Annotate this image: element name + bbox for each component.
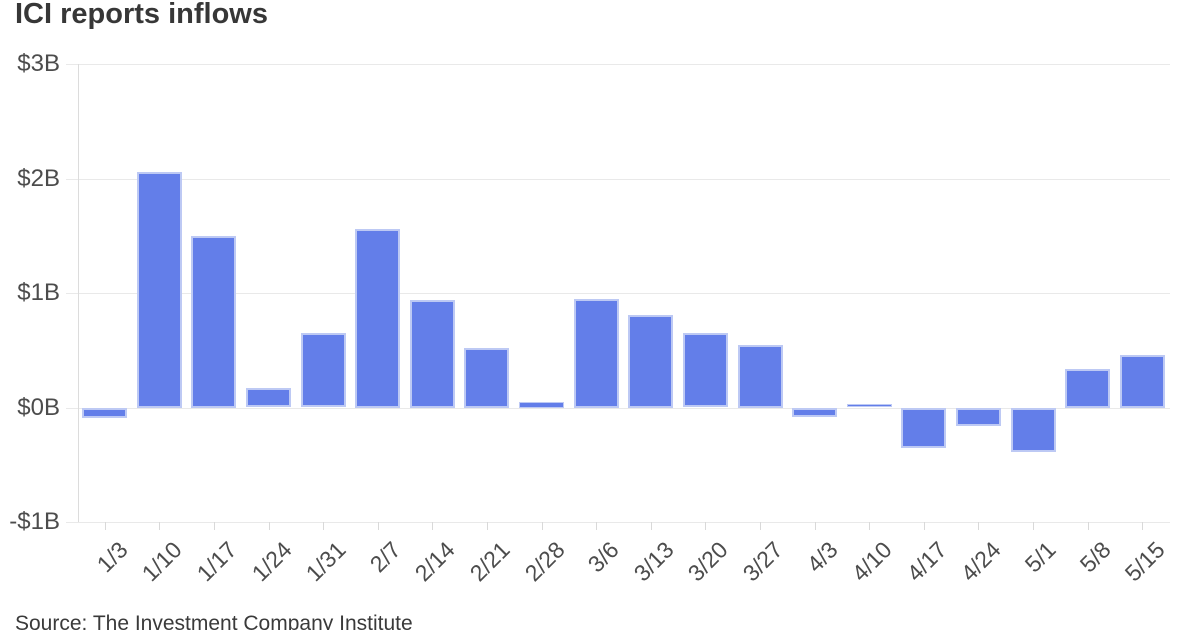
bar-3-6 — [574, 299, 619, 408]
bar-1-3 — [82, 408, 127, 418]
x-axis-tick — [105, 522, 106, 530]
x-axis-tick — [159, 522, 160, 530]
x-axis-tick — [869, 522, 870, 530]
y-tick-label: $1B — [17, 279, 60, 306]
x-axis-tick — [487, 522, 488, 530]
y-tick-label: -$1B — [9, 508, 60, 535]
source-note: Source: The Investment Company Institute — [15, 612, 413, 630]
bar-4-24 — [956, 408, 1001, 426]
bar-3-13 — [628, 315, 673, 408]
grid-line — [66, 522, 1170, 523]
x-axis-tick — [596, 522, 597, 530]
bar-1-31 — [301, 333, 346, 407]
x-axis-tick — [269, 522, 270, 530]
x-axis-tick — [760, 522, 761, 530]
bar-1-24 — [246, 388, 291, 407]
x-axis-tick — [705, 522, 706, 530]
x-axis-tick — [924, 522, 925, 530]
bar-5-1 — [1011, 408, 1056, 452]
x-axis-tick — [323, 522, 324, 530]
x-axis-tick — [214, 522, 215, 530]
bar-2-7 — [355, 229, 400, 408]
y-tick-label: $0B — [17, 394, 60, 421]
bar-3-27 — [738, 345, 783, 408]
bar-4-17 — [901, 408, 946, 448]
bar-2-14 — [410, 300, 455, 408]
grid-line — [66, 64, 1170, 65]
x-axis-tick — [978, 522, 979, 530]
chart-title: ICI reports inflows — [15, 0, 268, 30]
bar-5-8 — [1065, 369, 1110, 408]
bar-1-17 — [191, 236, 236, 408]
x-axis-tick — [1142, 522, 1143, 530]
x-axis-tick — [1033, 522, 1034, 530]
y-tick-label: $3B — [17, 50, 60, 77]
x-axis-tick — [815, 522, 816, 530]
bar-2-28 — [519, 402, 564, 408]
y-axis-line — [78, 64, 79, 522]
y-tick-label: $2B — [17, 165, 60, 192]
bar-4-3 — [792, 408, 837, 417]
x-axis-tick — [432, 522, 433, 530]
grid-line — [66, 293, 1170, 294]
bar-1-10 — [137, 172, 182, 408]
x-axis-tick — [1088, 522, 1089, 530]
bar-5-15 — [1120, 355, 1165, 408]
bar-3-20 — [683, 333, 728, 407]
grid-line — [66, 408, 1170, 409]
bar-2-21 — [464, 348, 509, 408]
x-axis-tick — [542, 522, 543, 530]
grid-line — [66, 179, 1170, 180]
bar-4-10 — [847, 404, 892, 407]
x-axis-tick — [378, 522, 379, 530]
x-axis-tick — [651, 522, 652, 530]
